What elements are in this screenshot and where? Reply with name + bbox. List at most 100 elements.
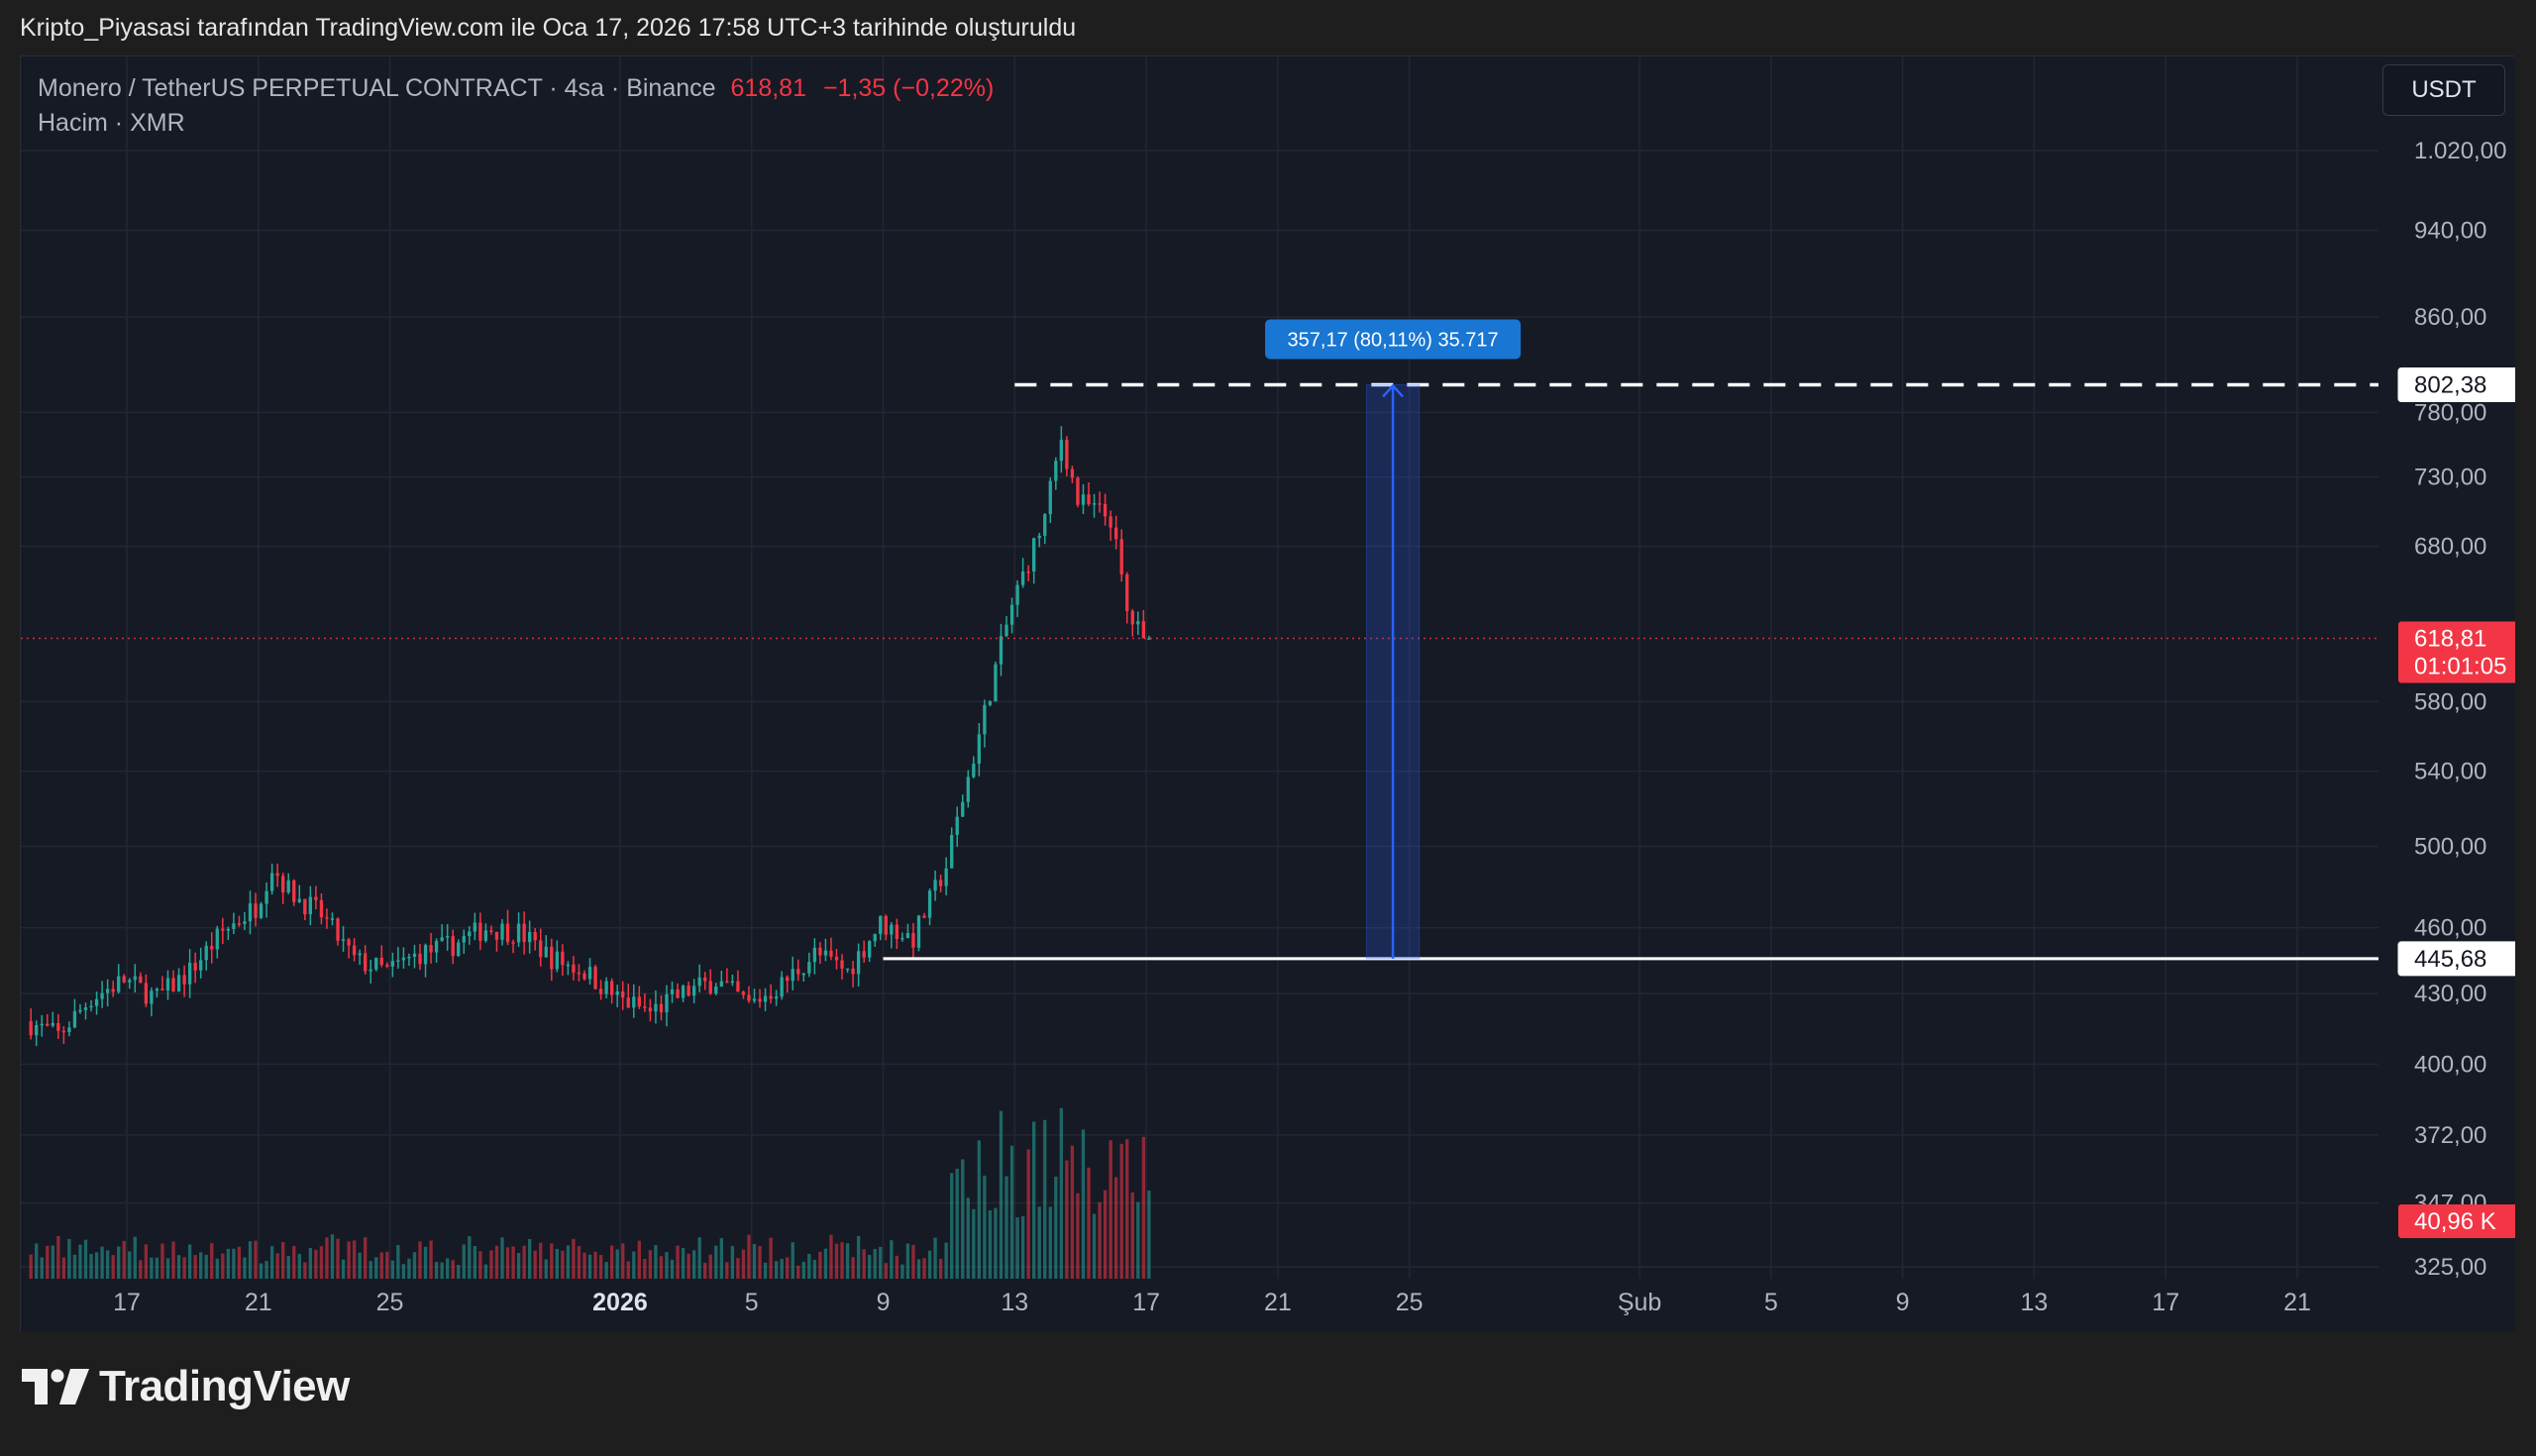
chart-panel[interactable]: 357,17 (80,11%) 35.717 1.020,00 940,00 860… [20,55,2515,1332]
candle-body [160,988,164,990]
price-tick-label: 460,00 [2414,915,2486,942]
last-price-label: 618,81 [730,74,806,102]
drawings: 357,17 (80,11%) 35.717 [21,319,2378,961]
volume-bar [1065,1160,1069,1279]
candle-body [325,917,329,919]
candle-body [774,996,779,999]
volume-bar [78,1244,82,1279]
volume-bar [1109,1140,1112,1279]
volume-bar [390,1260,395,1279]
price-tick-label: 780,00 [2414,399,2486,426]
tradingview-logo[interactable]: TradingView [22,1362,350,1411]
candle-body [51,1022,54,1026]
volume-bar [730,1246,735,1279]
volume-bar [774,1261,779,1279]
volume-bar [1130,1192,1134,1279]
candle-body [736,981,740,992]
candle-body [752,998,757,1001]
volume-bar [911,1244,915,1279]
volume-bar [741,1249,746,1279]
volume-bar [1015,1217,1019,1279]
price-axis: 1.020,00 940,00 860,00 780,00 730,00 680,00 58… [2378,56,2515,1332]
candle-body [851,968,855,975]
volume-bar [457,1264,461,1279]
legend-volume-row: Hacim · XMR [38,109,185,137]
volume-bar [352,1240,357,1279]
last-volume-tag: 40,96 K [2414,1208,2496,1235]
volume-bar [133,1236,137,1279]
candle-body [67,1027,71,1032]
support-price-tag-bg [2397,941,2515,977]
volume-bar [868,1254,872,1279]
volume-bar [1059,1107,1064,1279]
volume-bar [697,1237,701,1279]
volume-bar [687,1253,690,1279]
volume-bar [691,1250,696,1279]
currency-unit-button[interactable]: USDT [2382,64,2505,116]
volume-bar [615,1249,619,1279]
volume-bar [269,1246,274,1279]
candle-body [905,933,910,938]
volume-bar [434,1262,439,1279]
volume-bar [144,1244,149,1279]
symbol-name[interactable]: Monero / TetherUS PERPETUAL CONTRACT [38,74,543,102]
volume-bar [308,1247,313,1279]
volume-bar [401,1264,406,1279]
candle-body [1026,571,1030,573]
price-chart[interactable]: 357,17 (80,11%) 35.717 1.020,00 940,00 860… [21,56,2515,1332]
candle-body [1059,439,1064,462]
volume-label[interactable]: Hacim [38,109,108,137]
volume-bar [1009,1145,1014,1279]
candle-body [111,988,115,992]
volume-bar [1070,1145,1075,1279]
candle-body [165,978,170,990]
price-tick-label: 680,00 [2414,534,2486,561]
candle-body [873,933,877,942]
volume-bar [500,1237,504,1279]
candle-body [1141,621,1145,639]
candle-body [1081,494,1086,505]
volume-bar [385,1251,389,1279]
candle-body [248,903,253,922]
time-tick-label: 9 [877,1289,891,1316]
time-tick-label: 21 [2283,1289,2311,1316]
candle-body [199,960,203,971]
volume-bar [61,1257,66,1279]
volume-bar [598,1255,603,1279]
candle-body [1103,503,1108,517]
volume-bar [264,1261,268,1279]
legend: Monero / TetherUS PERPETUAL CONTRACT · 4… [38,71,994,141]
volume-bar [823,1248,828,1279]
volume-bar [654,1245,658,1279]
price-axis-bg [2378,56,2515,1332]
candle-body [457,942,461,957]
candle-body [35,1024,39,1036]
volume-bar [873,1248,877,1279]
candle-body [555,951,559,970]
volume-bar [46,1245,50,1279]
candle-body [1147,638,1151,640]
exchange-label: Binance [626,74,716,102]
candle-body [319,899,324,918]
candle-body [292,880,296,902]
price-tick-label: 372,00 [2414,1122,2486,1149]
candle-body [297,898,301,902]
candle-body [725,981,729,984]
volume-bar [834,1243,839,1279]
resistance-price-tag-bg [2397,366,2515,402]
volume-bar [780,1259,784,1279]
candle-body [226,928,231,931]
volume-bar [643,1258,647,1279]
candle-body [133,976,137,981]
interval-label[interactable]: 4sa [564,74,604,102]
volume-bar [977,1140,982,1279]
time-tick-label: 17 [2152,1289,2179,1316]
volume-bar [165,1258,170,1279]
volume-bar [665,1252,669,1279]
volume-bar [528,1239,532,1279]
candle-body [780,977,784,997]
candle-body [544,946,548,958]
volume-unit-label: XMR [130,109,185,137]
candle-body [94,998,99,1006]
candle-body [966,777,970,802]
